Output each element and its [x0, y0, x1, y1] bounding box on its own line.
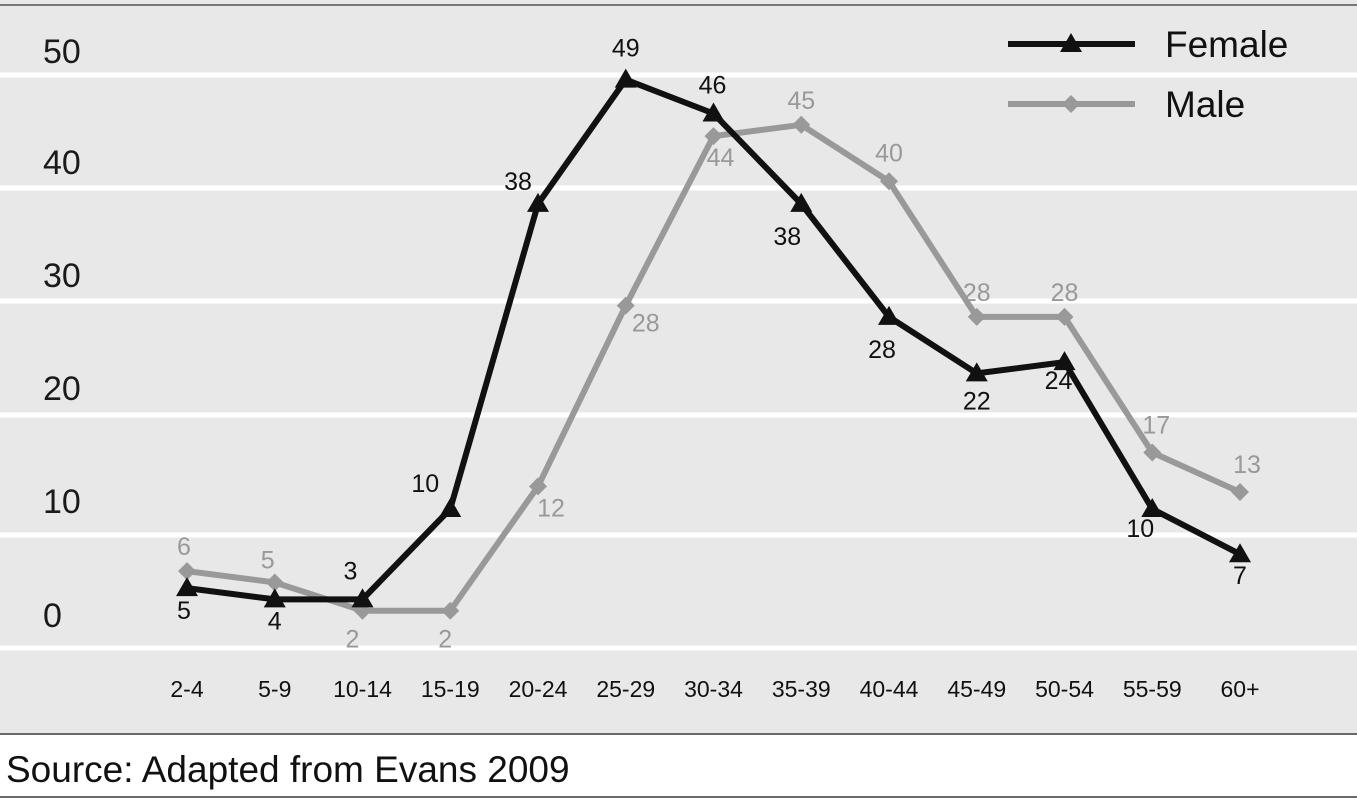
- data-point-triangle: [878, 305, 900, 325]
- legend-item-female: Female: [1008, 24, 1288, 65]
- y-tick-label: 0: [43, 597, 62, 635]
- data-label: 7: [1233, 562, 1247, 590]
- legend: Female Male: [1008, 24, 1288, 125]
- data-point-triangle: [1053, 351, 1076, 371]
- data-label: 38: [773, 223, 801, 251]
- data-point-triangle: [351, 588, 374, 608]
- data-label: 5: [261, 546, 275, 574]
- data-label: 40: [875, 139, 903, 167]
- data-label: 13: [1233, 451, 1261, 479]
- x-tick-label: 30-34: [684, 676, 743, 702]
- x-axis-ticks: 2-4 5-9 10-14 15-19 20-24 25-29 30-34 35-39 40-4…: [170, 676, 1259, 702]
- y-tick-label: 20: [43, 370, 81, 408]
- data-point-triangle: [614, 68, 637, 88]
- data-label: 12: [537, 494, 565, 522]
- data-point-triangle: [176, 577, 198, 597]
- data-label: 28: [1051, 279, 1079, 307]
- series-female: 5 4 3 10 38 49 46 38 28 22 24 10 7: [176, 35, 1251, 635]
- data-point-diamond: [1143, 443, 1162, 462]
- data-point-triangle: [965, 362, 988, 382]
- data-label: 3: [344, 557, 358, 585]
- data-label: 5: [177, 597, 191, 625]
- data-point-diamond: [880, 172, 898, 191]
- data-point-triangle: [790, 192, 813, 212]
- data-point-triangle: [1141, 498, 1164, 517]
- data-point-diamond: [967, 307, 986, 326]
- data-point-diamond: [1062, 95, 1080, 113]
- x-tick-label: 5-9: [258, 676, 291, 702]
- data-label: 24: [1045, 367, 1073, 395]
- x-tick-label: 25-29: [596, 676, 655, 702]
- plot-background: [0, 0, 1357, 734]
- x-tick-label: 45-49: [947, 676, 1006, 702]
- data-point-diamond: [529, 477, 547, 496]
- data-point-diamond: [792, 115, 811, 134]
- x-tick-label: 60+: [1220, 676, 1259, 702]
- data-point-triangle: [263, 588, 286, 608]
- source-note: Source: Adapted from Evans 2009: [6, 749, 570, 790]
- x-tick-label: 50-54: [1035, 676, 1094, 702]
- data-point-diamond: [616, 296, 635, 315]
- legend-label: Female: [1165, 24, 1288, 65]
- data-point-triangle: [439, 498, 462, 517]
- data-label: 28: [963, 279, 991, 307]
- data-label: 6: [177, 533, 191, 561]
- data-point-diamond: [1055, 307, 1074, 326]
- legend-item-male: Male: [1008, 84, 1245, 125]
- data-label: 45: [787, 87, 815, 115]
- y-tick-label: 10: [43, 483, 81, 521]
- data-label: 2: [346, 626, 360, 654]
- data-point-triangle: [1060, 33, 1082, 52]
- data-label: 44: [707, 144, 735, 172]
- data-point-diamond: [441, 601, 460, 620]
- data-label: 28: [632, 310, 660, 338]
- data-label: 17: [1142, 412, 1170, 440]
- x-tick-label: 35-39: [772, 676, 831, 702]
- y-axis-ticks: 0 10 20 30 40 50: [43, 33, 81, 635]
- data-point-diamond: [1231, 483, 1249, 502]
- data-label: 10: [411, 470, 439, 498]
- data-point-triangle: [702, 102, 725, 122]
- y-tick-label: 30: [43, 257, 81, 295]
- data-label: 46: [699, 72, 727, 100]
- data-label: 22: [963, 387, 991, 415]
- data-point-triangle: [1229, 543, 1251, 563]
- y-tick-label: 40: [43, 144, 81, 182]
- data-point-triangle: [527, 192, 549, 212]
- data-label: 4: [268, 607, 282, 635]
- data-label: 49: [612, 35, 640, 63]
- data-label: 28: [868, 336, 896, 364]
- data-label: 10: [1126, 515, 1154, 543]
- x-tick-label: 2-4: [170, 676, 203, 702]
- data-label: 38: [504, 168, 532, 196]
- data-point-diamond: [178, 562, 196, 581]
- gridlines: [0, 72, 1357, 651]
- data-point-diamond: [704, 127, 723, 146]
- x-tick-label: 55-59: [1123, 676, 1182, 702]
- x-tick-label: 10-14: [333, 676, 392, 702]
- data-point-diamond: [265, 573, 284, 592]
- x-tick-label: 20-24: [509, 676, 568, 702]
- data-label: 2: [438, 626, 452, 654]
- x-tick-label: 15-19: [421, 676, 480, 702]
- legend-label: Male: [1165, 84, 1245, 125]
- y-tick-label: 50: [43, 33, 81, 71]
- x-tick-label: 40-44: [860, 676, 919, 702]
